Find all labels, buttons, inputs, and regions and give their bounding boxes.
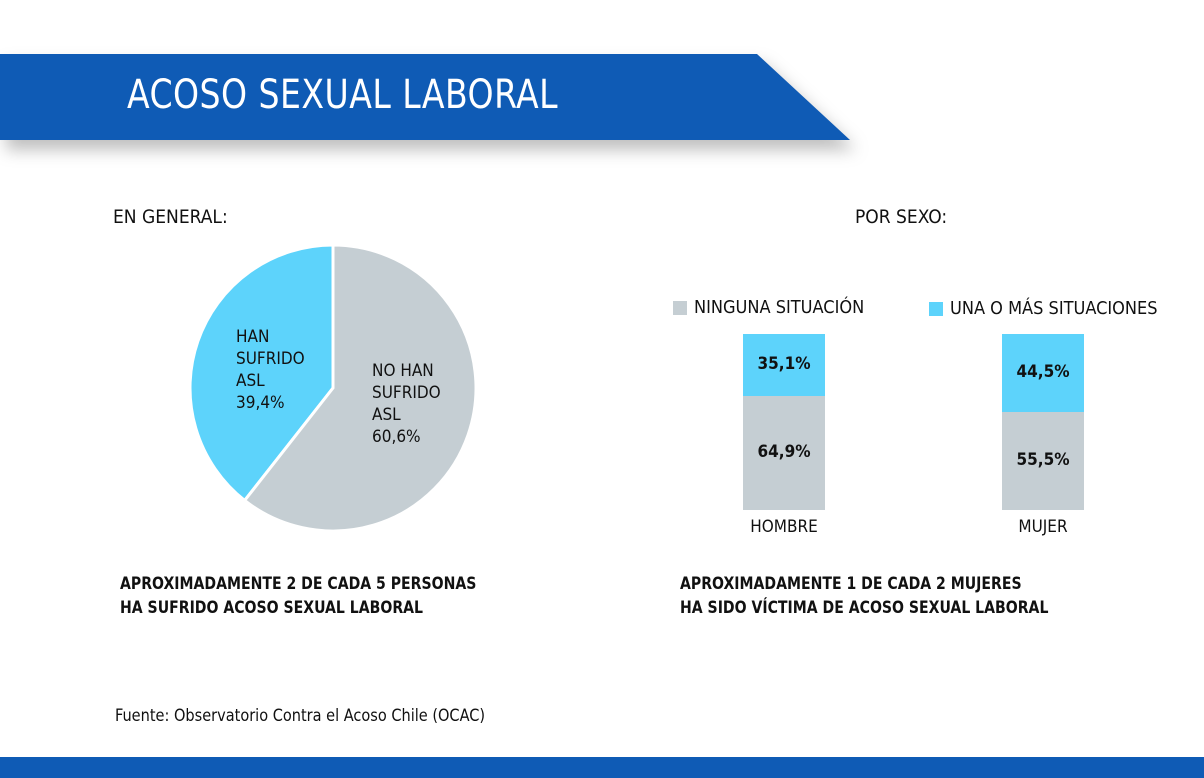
bar-category-label: HOMBRE <box>750 517 818 537</box>
pie-label-han-sufrido: HAN SUFRIDO ASL 39,4% <box>236 327 305 413</box>
legend-ninguna: NINGUNA SITUACIÓN <box>673 297 864 318</box>
bar-hombre-una-o-mas: 35,1% <box>743 334 825 396</box>
page-title: ACOSO SEXUAL LABORAL <box>127 72 559 118</box>
pie-chart <box>188 243 478 533</box>
legend-swatch-cyan <box>929 301 943 316</box>
legend-label: NINGUNA SITUACIÓN <box>694 297 865 318</box>
bar-section-title: POR SEXO: <box>855 206 948 228</box>
bar-value-label: 64,9% <box>757 441 811 462</box>
bar-value-label: 35,1% <box>757 353 811 374</box>
bar-value-label: 55,5% <box>1016 450 1070 471</box>
bar-category-label: MUJER <box>1018 517 1068 537</box>
pie-label-no-han-sufrido: NO HAN SUFRIDO ASL 60,6% <box>372 361 441 447</box>
footer-bar <box>0 757 1204 778</box>
bar-mujer-una-o-mas: 44,5% <box>1002 334 1084 413</box>
pie-slice-1 <box>242 243 478 533</box>
bar-hombre-ninguna: 64,9% <box>743 395 825 510</box>
pie-slice-0 <box>188 243 335 503</box>
pie-caption: APROXIMADAMENTE 2 DE CADA 5 PERSONAS HA … <box>120 574 477 618</box>
pie-section-title: EN GENERAL: <box>113 206 228 228</box>
bar-caption: APROXIMADAMENTE 1 DE CADA 2 MUJERES HA S… <box>680 574 1049 618</box>
legend-label: UNA O MÁS SITUACIONES <box>950 298 1158 319</box>
source-note: Fuente: Observatorio Contra el Acoso Chi… <box>115 706 486 726</box>
title-banner <box>0 54 850 140</box>
bar-mujer-ninguna: 55,5% <box>1002 412 1084 510</box>
bar-value-label: 44,5% <box>1016 362 1070 383</box>
legend-una-o-mas: UNA O MÁS SITUACIONES <box>929 298 1158 319</box>
legend-swatch-gray <box>673 300 687 315</box>
